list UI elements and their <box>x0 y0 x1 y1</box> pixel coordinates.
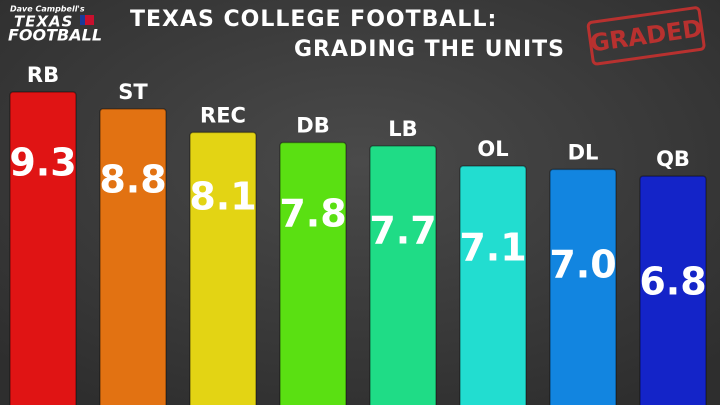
logo: Dave Campbell's TEXAS FOOTBALL <box>8 5 102 45</box>
category-label: RB <box>27 63 59 87</box>
category-label: ST <box>118 80 148 104</box>
value-label: 8.8 <box>99 158 166 202</box>
category-label: REC <box>200 103 246 127</box>
bar <box>99 108 167 405</box>
flag <box>80 15 94 25</box>
category-label: DB <box>296 113 329 137</box>
value-label: 9.3 <box>9 141 76 185</box>
chart-title: GRADING THE UNITS <box>294 37 565 62</box>
stamp: GRADED <box>586 6 706 66</box>
bar <box>189 131 257 405</box>
chart-title: TEXAS COLLEGE FOOTBALL: <box>130 7 497 32</box>
logo-line: Dave Campbell's <box>10 5 85 14</box>
value-label: 6.8 <box>639 260 706 304</box>
value-label: 7.8 <box>279 192 346 236</box>
category-label: OL <box>477 137 508 161</box>
value-label: 8.1 <box>189 175 256 219</box>
bar <box>279 141 347 405</box>
bar <box>639 175 707 405</box>
bars: RB 9.3 ST 8.8 REC 8.1 DB 7.8 LB 7.7 OL 7.1 DL 7.0 QB 6.… <box>9 63 707 405</box>
bar <box>459 165 527 405</box>
logo-line: FOOTBALL <box>8 26 102 45</box>
category-label: DL <box>568 140 599 164</box>
category-label: LB <box>388 117 417 141</box>
bar <box>369 145 437 405</box>
stamp-border <box>586 6 706 66</box>
value-label: 7.1 <box>459 226 526 270</box>
category-label: QB <box>656 147 690 171</box>
value-label: 7.7 <box>369 209 436 253</box>
bar <box>549 168 617 405</box>
value-label: 7.0 <box>549 243 616 287</box>
bar <box>9 91 77 405</box>
logo-line: TEXAS <box>14 13 73 31</box>
flag <box>80 15 85 25</box>
